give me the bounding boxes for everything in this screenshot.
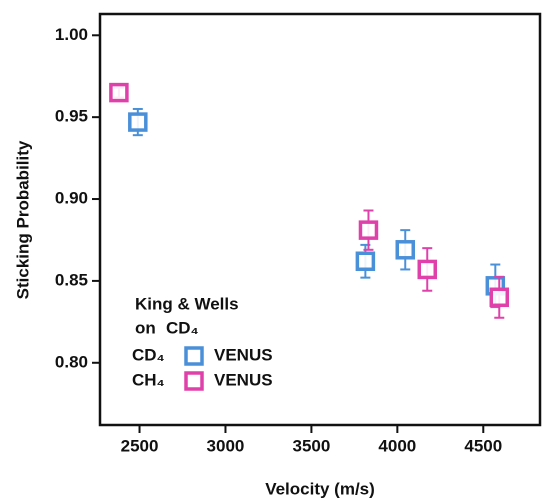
x-tick-label: 2500	[121, 436, 159, 455]
y-tick-label: 0.85	[55, 270, 88, 289]
legend-title: King & Wells	[135, 294, 239, 313]
legend-marker	[184, 371, 204, 391]
legend-surface: CD₄	[166, 318, 199, 337]
marker	[395, 240, 415, 260]
legend-method: VENUS	[214, 370, 273, 389]
marker	[355, 251, 376, 272]
marker	[417, 259, 437, 280]
marker	[489, 287, 510, 308]
marker	[358, 220, 379, 240]
x-tick-label: 3000	[207, 436, 245, 455]
legend-title: on	[135, 318, 156, 337]
marker	[109, 82, 129, 103]
legend-marker	[184, 346, 204, 366]
y-tick-label: 0.95	[55, 107, 88, 126]
y-tick-label: 0.90	[55, 189, 88, 208]
x-axis-label: Velocity (m/s)	[265, 479, 375, 498]
x-tick-label: 4000	[378, 436, 416, 455]
legend-label: CH₄	[132, 370, 165, 389]
x-tick-label: 3500	[292, 436, 330, 455]
legend-method: VENUS	[214, 345, 273, 364]
y-tick-label: 1.00	[55, 25, 88, 44]
plot-frame	[98, 12, 542, 427]
legend-label: CD₄	[132, 345, 165, 364]
x-tick-label: 4500	[464, 436, 502, 455]
y-tick-label: 0.80	[55, 352, 88, 371]
marker	[128, 112, 148, 132]
y-axis-label: Sticking Probability	[13, 140, 32, 299]
